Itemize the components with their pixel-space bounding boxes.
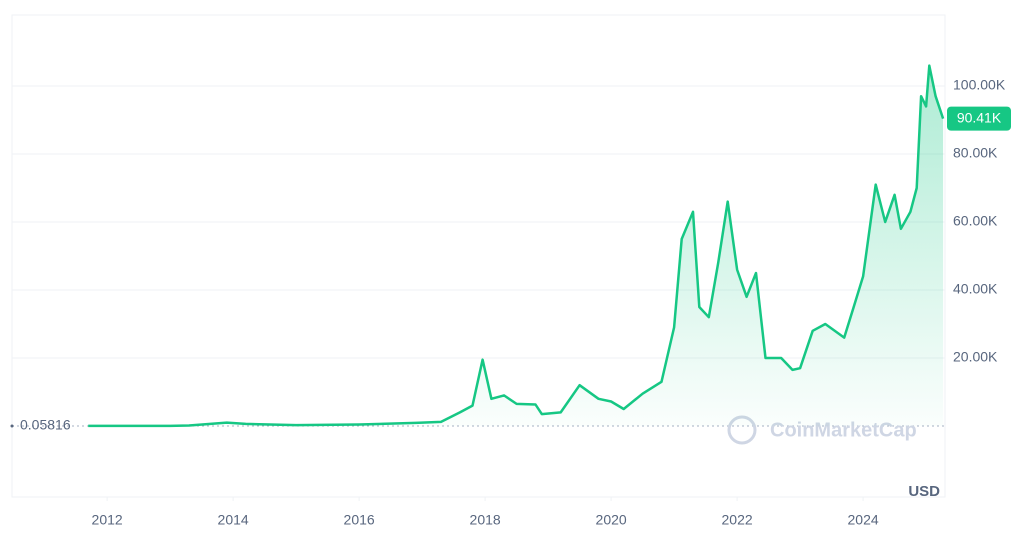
plot-frame (11, 14, 946, 498)
baseline-dot (10, 424, 14, 428)
y-tick-label: 100.00K (953, 77, 1006, 93)
price-line (88, 64, 945, 428)
currency-label: USD (908, 483, 940, 500)
x-tick-label: 2020 (596, 512, 627, 528)
price-badge (947, 106, 1011, 131)
x-tick-label: 2022 (722, 512, 753, 528)
x-tick-label: 2024 (848, 512, 879, 528)
y-tick-label: 60.00K (953, 213, 998, 229)
x-tick-label: 2018 (470, 512, 501, 528)
x-tick-label: 2014 (218, 512, 249, 528)
y-tick-label: 20.00K (953, 349, 998, 365)
baseline-label: 0.05816 (20, 417, 71, 433)
x-tick-label: 2016 (344, 512, 375, 528)
price-badge-label: 90.41K (957, 109, 1002, 125)
y-tick-label: 40.00K (953, 281, 998, 297)
y-tick-label: 80.00K (953, 145, 998, 161)
area-fill (88, 65, 944, 426)
x-tick-label: 2012 (92, 512, 123, 528)
